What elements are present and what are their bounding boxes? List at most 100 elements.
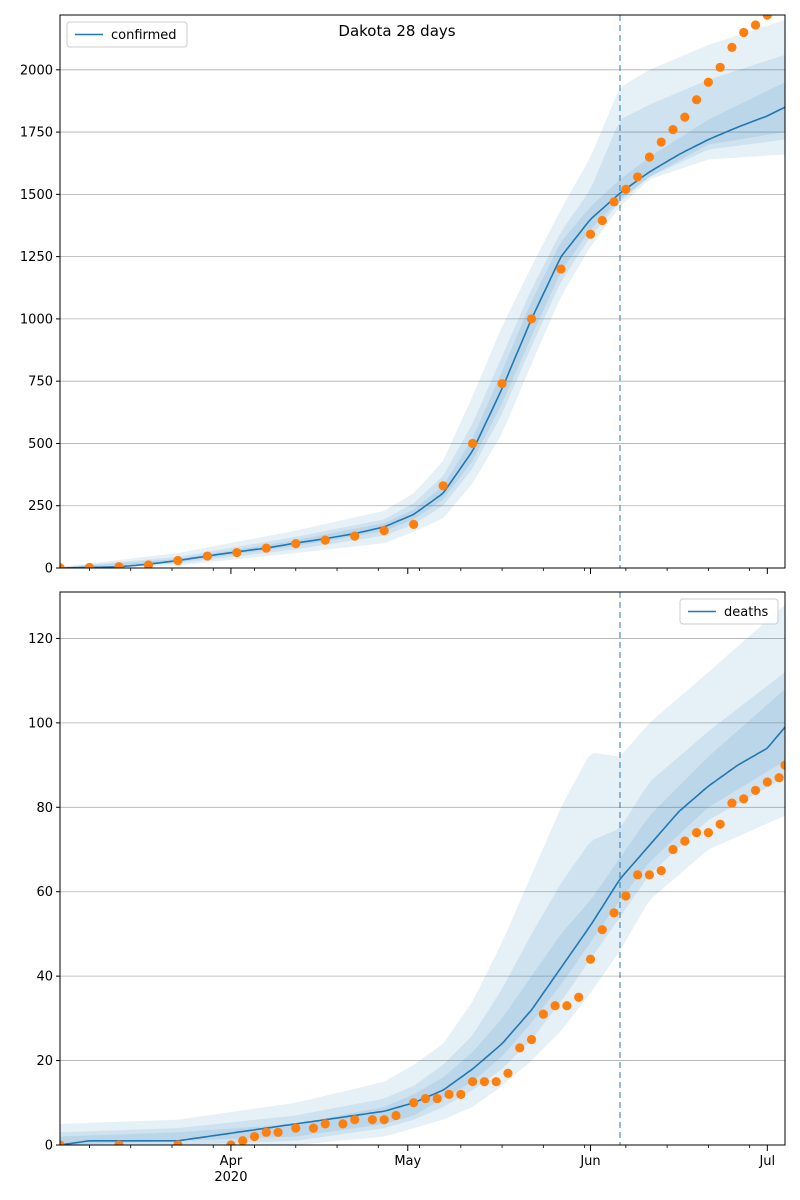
y-tick-label: 0 xyxy=(45,1139,53,1154)
y-tick-label: 120 xyxy=(28,632,53,647)
observed-point xyxy=(291,538,301,549)
observed-point xyxy=(232,547,242,558)
deaths-panel: 0 20 40 60 80 100 120 Apr May Jun Jul 2020 deaths xyxy=(28,591,786,1185)
x-tick-label: May xyxy=(394,1154,421,1169)
observed-point xyxy=(762,777,772,787)
observed-point xyxy=(338,1119,348,1129)
observed-point xyxy=(320,1119,330,1129)
y-tick-label: 500 xyxy=(28,437,53,452)
observed-point xyxy=(538,1009,548,1019)
observed-point xyxy=(468,438,478,449)
observed-point xyxy=(60,563,65,568)
observed-point xyxy=(291,1123,301,1133)
observed-point xyxy=(60,1140,65,1145)
observed-point xyxy=(727,798,737,808)
observed-point xyxy=(491,1077,501,1087)
observed-point xyxy=(727,42,737,52)
legend-box xyxy=(66,21,188,48)
observed-point xyxy=(597,925,607,935)
observed-point xyxy=(739,27,749,38)
y-tick-label: 2000 xyxy=(20,63,53,78)
x-tick-label: Jul xyxy=(758,1154,775,1169)
observed-point xyxy=(379,1115,389,1125)
observed-point xyxy=(769,5,778,14)
observed-point xyxy=(609,908,619,918)
plot-area xyxy=(60,5,785,568)
observed-point xyxy=(644,152,655,162)
observed-point xyxy=(249,1131,260,1142)
confirmed-panel: 0 250 500 750 1000 1250 1500 1750 2000 Dakota 28 … xyxy=(20,5,786,577)
observed-point xyxy=(633,172,643,182)
legend-label: confirmed xyxy=(111,28,177,43)
observed-point xyxy=(574,992,584,1002)
observed-point xyxy=(526,1034,537,1045)
observed-point xyxy=(597,215,607,226)
axes-frame xyxy=(59,14,786,569)
observed-point xyxy=(562,1001,572,1011)
observed-point xyxy=(409,519,419,530)
observed-point xyxy=(367,1115,377,1125)
observed-point xyxy=(456,1089,466,1099)
observed-point xyxy=(680,836,690,846)
observed-point xyxy=(261,1127,271,1137)
legend-label: deaths xyxy=(724,605,769,620)
observed-point xyxy=(556,264,566,274)
observed-point xyxy=(739,794,749,804)
observed-point xyxy=(715,62,725,72)
observed-point xyxy=(497,379,507,389)
observed-point xyxy=(391,1110,401,1121)
observed-point xyxy=(774,773,784,783)
observed-point xyxy=(308,1123,319,1133)
y-tick-label: 20 xyxy=(36,1054,53,1069)
y-tick-label: 1250 xyxy=(20,250,53,265)
observed-point xyxy=(238,1136,248,1145)
y-tick-label: 40 xyxy=(36,970,53,985)
observed-point xyxy=(585,954,596,964)
observed-point xyxy=(762,15,772,20)
uncertainty-band-inner xyxy=(60,82,785,568)
y-tick-label: 250 xyxy=(28,499,53,514)
observed-point xyxy=(432,1093,442,1104)
observed-point xyxy=(479,1077,489,1087)
observed-point xyxy=(715,819,725,829)
observed-point xyxy=(409,1098,419,1108)
y-tick-label: 1500 xyxy=(20,188,53,203)
observed-point xyxy=(703,828,713,838)
observed-point xyxy=(173,555,183,566)
y-tick-label: 80 xyxy=(36,801,53,816)
legend-box xyxy=(679,598,779,625)
axes-frame xyxy=(59,591,786,1146)
observed-point xyxy=(780,760,785,770)
observed-point xyxy=(503,1068,513,1078)
y-tick-label: 1000 xyxy=(20,312,53,327)
observed-point xyxy=(691,95,702,105)
uncertainty-band-outer xyxy=(60,604,785,1145)
observed-point xyxy=(143,560,154,568)
observed-point xyxy=(668,844,678,855)
y-tick-label: 100 xyxy=(28,716,53,731)
observed-point xyxy=(202,551,212,561)
observed-point xyxy=(173,1140,183,1145)
observed-point xyxy=(680,112,690,122)
observed-point xyxy=(668,124,678,135)
observed-point xyxy=(691,828,702,838)
observed-point xyxy=(515,1043,525,1053)
observed-point xyxy=(656,866,666,876)
observed-point xyxy=(585,229,596,239)
observed-point xyxy=(656,137,666,147)
observed-point xyxy=(526,314,537,324)
uncertainty-band-outer xyxy=(60,20,785,568)
chart-title: Dakota 28 days xyxy=(338,22,455,40)
observed-point xyxy=(438,481,448,491)
observed-point xyxy=(226,1140,236,1145)
observed-point xyxy=(114,562,124,568)
observed-point xyxy=(350,531,360,541)
observed-point xyxy=(261,543,271,553)
y-tick-label: 0 xyxy=(45,562,53,577)
observed-point xyxy=(420,1093,431,1104)
observed-point xyxy=(644,870,655,880)
x-year-label: 2020 xyxy=(214,1170,247,1185)
observed-point xyxy=(379,526,389,536)
observed-point xyxy=(114,1140,124,1145)
